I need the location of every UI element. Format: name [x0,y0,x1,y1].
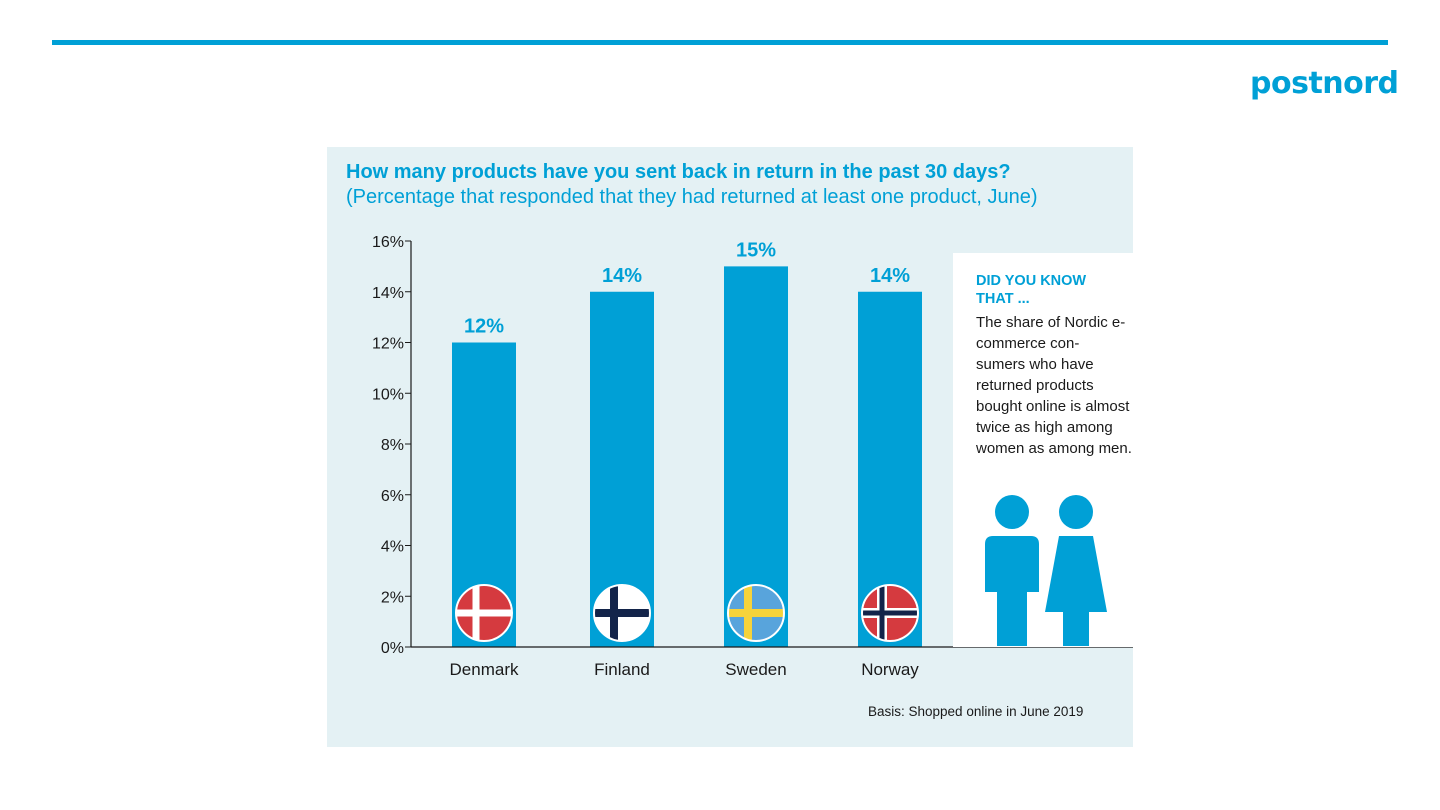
y-tick-label: 10% [372,386,404,403]
x-tick-label: Finland [594,660,650,679]
data-label: 15% [736,239,776,261]
man-icon [985,495,1039,646]
sweden-flag-icon [727,584,785,642]
data-label: 14% [602,265,642,287]
y-tick-label: 14% [372,285,404,302]
y-tick-label: 4% [381,539,404,556]
y-tick-label: 6% [381,488,404,505]
data-label: 14% [870,265,910,287]
postnord-logo: postnord [1250,66,1399,101]
y-tick-label: 8% [381,437,404,454]
did-you-know-heading: DID YOU KNOW THAT ... [976,273,1087,307]
top-rule [52,40,1388,45]
x-tick-label: Denmark [450,660,519,679]
y-tick-label: 12% [372,336,404,353]
x-tick-label: Sweden [725,660,786,679]
did-you-know-box [953,253,1133,647]
y-tick-label: 2% [381,589,404,606]
chart-title: How many products have you sent back in … [346,161,1011,183]
chart-subtitle: (Percentage that responded that they had… [346,186,1038,208]
finland-flag-icon [593,584,651,642]
x-tick-label: Norway [861,660,919,679]
did-you-know-text: The share of Nordic e-commerce con- sume… [976,314,1132,457]
y-tick-label: 0% [381,640,404,657]
denmark-flag-icon [455,584,513,642]
man-woman-icon [985,495,1107,646]
basis-note: Basis: Shopped online in June 2019 [868,704,1084,719]
norway-flag-icon [861,584,919,642]
y-tick-label: 16% [372,234,404,251]
bar-sweden [724,266,788,647]
woman-icon [1045,495,1107,646]
data-label: 12% [464,316,504,338]
